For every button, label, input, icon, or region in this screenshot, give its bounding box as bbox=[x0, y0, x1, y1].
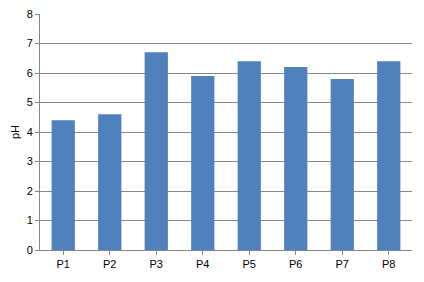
svg-text:2: 2 bbox=[27, 185, 33, 197]
svg-text:6: 6 bbox=[27, 67, 33, 79]
svg-text:4: 4 bbox=[27, 126, 33, 138]
svg-text:3: 3 bbox=[27, 155, 33, 167]
svg-text:5: 5 bbox=[27, 96, 33, 108]
svg-text:P7: P7 bbox=[336, 258, 349, 270]
svg-text:8: 8 bbox=[27, 8, 33, 20]
svg-text:P6: P6 bbox=[289, 258, 302, 270]
svg-text:P5: P5 bbox=[243, 258, 256, 270]
svg-text:7: 7 bbox=[27, 37, 33, 49]
svg-text:1: 1 bbox=[27, 214, 33, 226]
svg-text:P1: P1 bbox=[57, 258, 70, 270]
svg-text:P4: P4 bbox=[196, 258, 209, 270]
svg-text:0: 0 bbox=[27, 244, 33, 256]
svg-text:P8: P8 bbox=[382, 258, 395, 270]
svg-text:P3: P3 bbox=[150, 258, 163, 270]
svg-text:pH: pH bbox=[9, 125, 21, 139]
svg-text:P2: P2 bbox=[103, 258, 116, 270]
